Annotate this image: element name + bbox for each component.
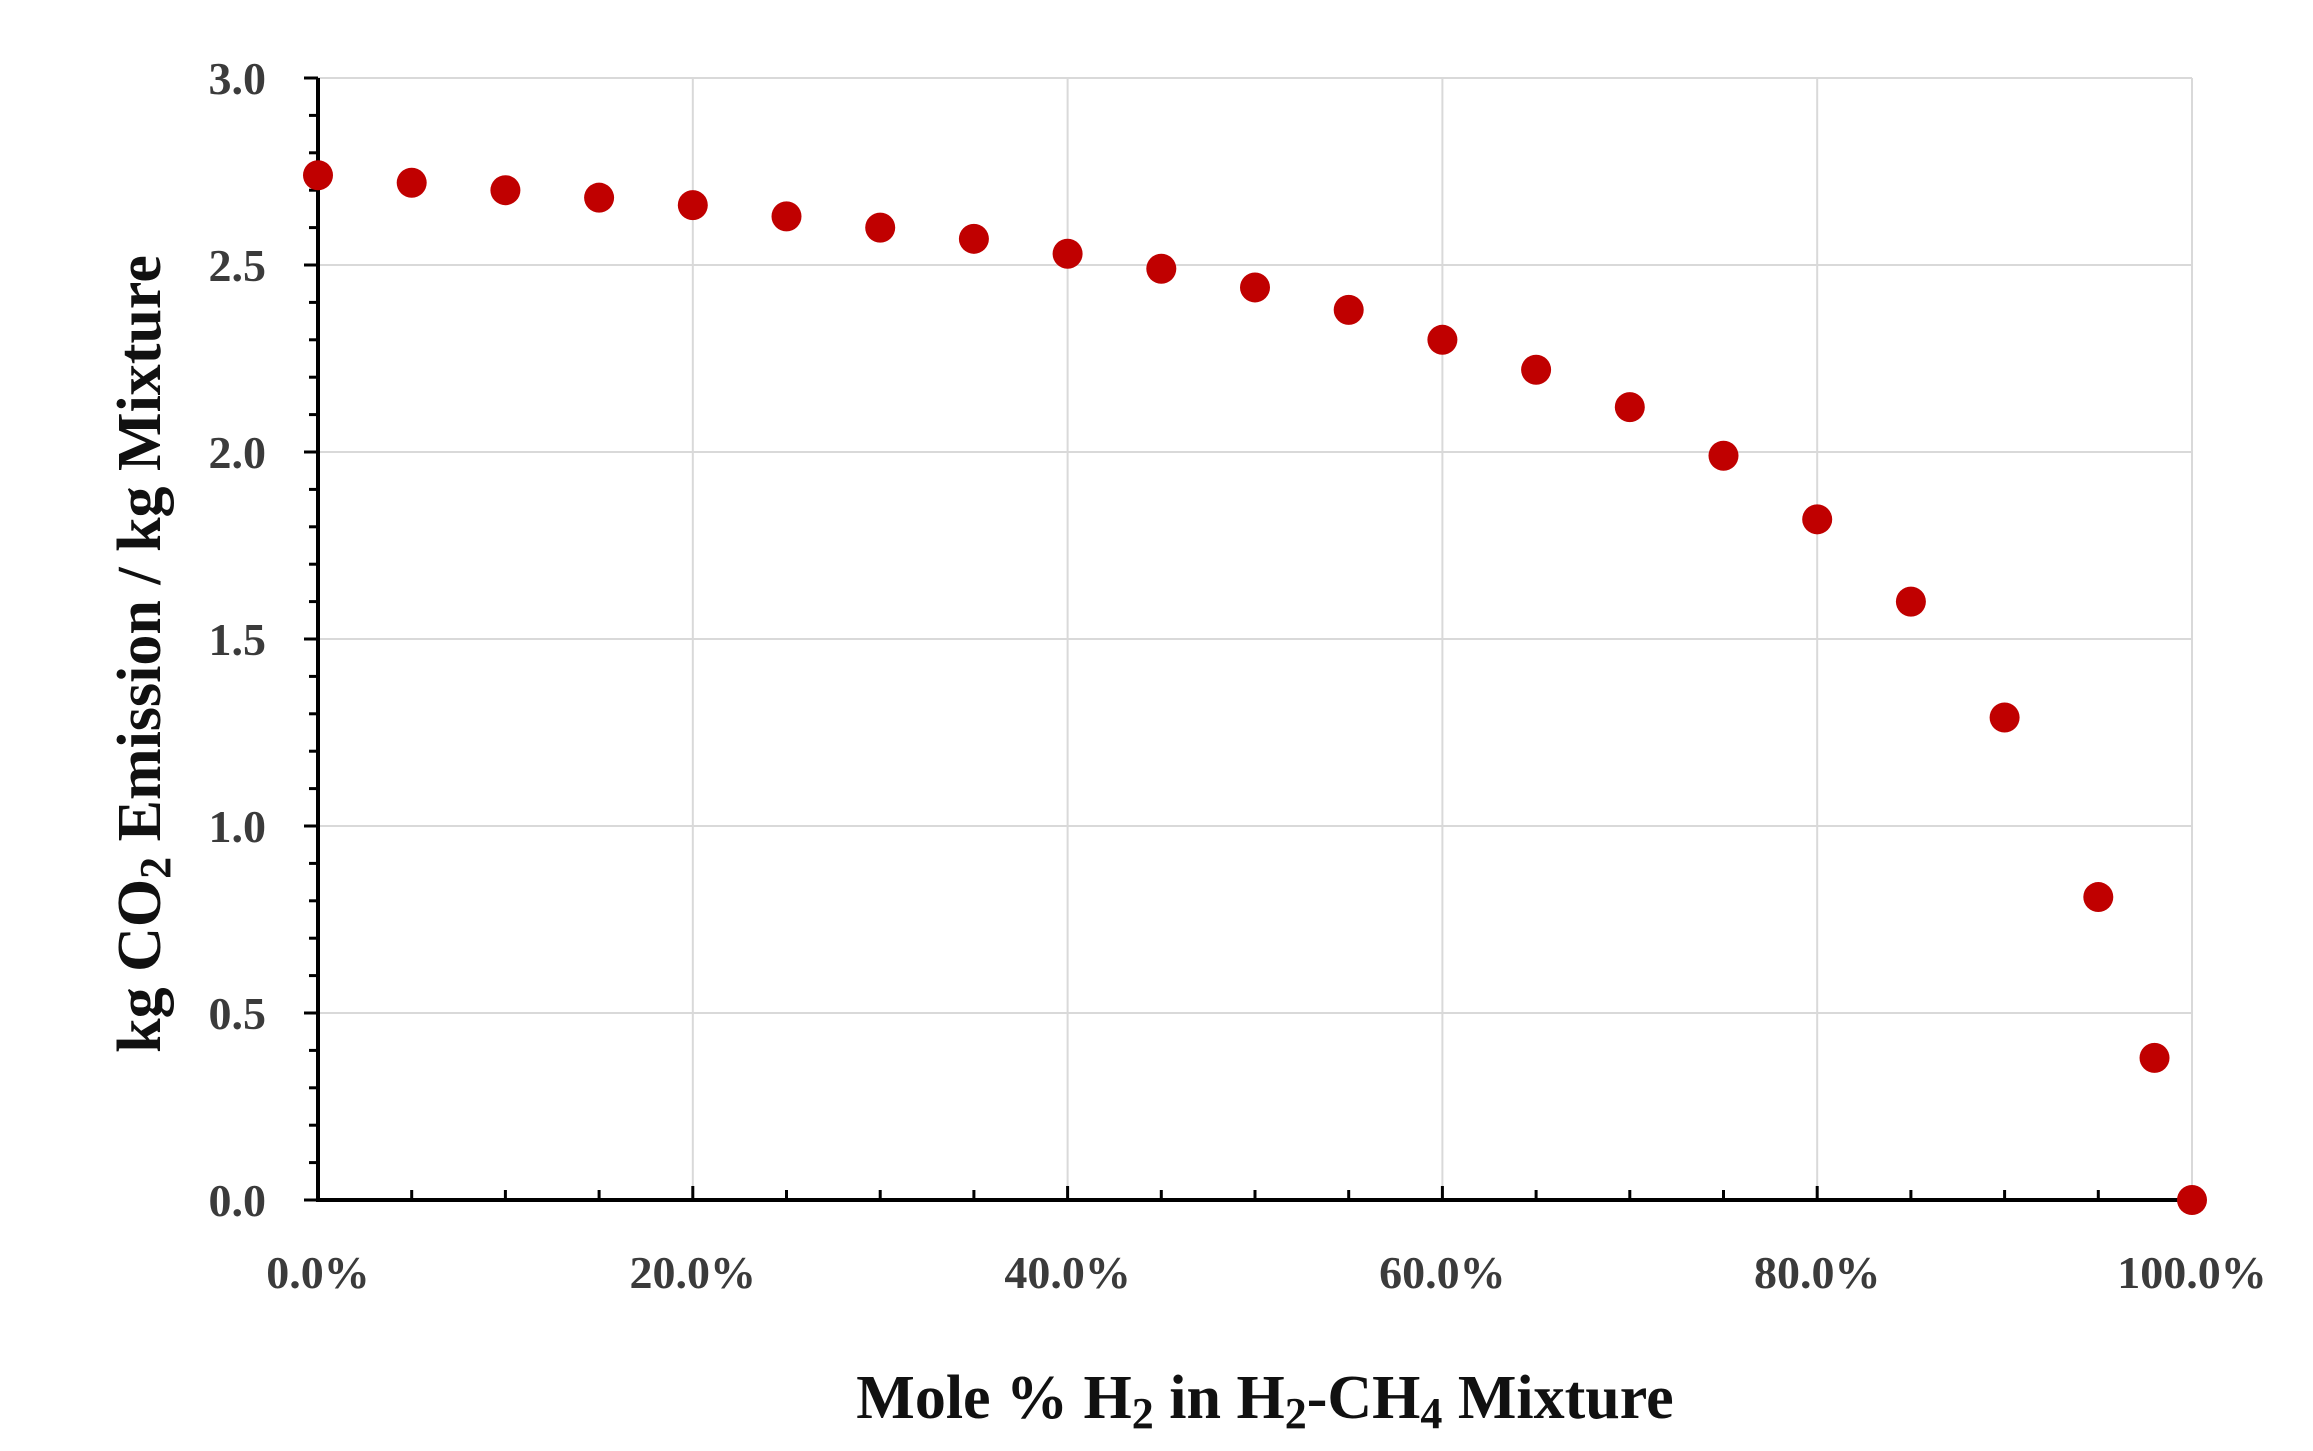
axis-title-subscript: 4 bbox=[1420, 1389, 1442, 1438]
x-axis-title: Mole % H2 in H2-CH4 Mixture bbox=[856, 1364, 1673, 1438]
data-point bbox=[2139, 1042, 2170, 1073]
x-tick-label: 100.0% bbox=[2117, 1247, 2267, 1298]
axis-title-text: Mole % H bbox=[856, 1364, 1132, 1432]
data-point bbox=[865, 212, 896, 243]
data-point bbox=[1333, 294, 1364, 325]
x-tick-label: 20.0% bbox=[630, 1247, 757, 1298]
data-point bbox=[1427, 324, 1458, 355]
y-tick-label: 0.0 bbox=[209, 1175, 267, 1226]
data-point bbox=[396, 167, 427, 198]
data-point bbox=[2083, 882, 2114, 913]
data-point bbox=[771, 201, 802, 232]
x-tick-label: 40.0% bbox=[1004, 1247, 1131, 1298]
axis-title-text: Emission / kg Mixture bbox=[106, 255, 174, 857]
axis-title-text: -CH bbox=[1307, 1364, 1421, 1432]
data-point bbox=[1240, 272, 1270, 303]
axis-title-text: Mixture bbox=[1442, 1364, 1673, 1432]
data-point bbox=[1052, 238, 1083, 269]
y-tick-label: 0.5 bbox=[209, 988, 267, 1039]
data-point bbox=[1989, 702, 2020, 733]
data-point bbox=[490, 175, 521, 206]
data-point bbox=[303, 160, 333, 191]
axis-title-subscript: 2 bbox=[1132, 1389, 1154, 1438]
y-tick-label: 2.0 bbox=[209, 427, 267, 478]
gridlines bbox=[318, 77, 2193, 1200]
data-point bbox=[1521, 354, 1552, 385]
x-tick-label: 0.0% bbox=[266, 1247, 370, 1298]
data-point bbox=[958, 223, 989, 254]
axis-title-subscript: 2 bbox=[1285, 1389, 1307, 1438]
data-point bbox=[1614, 392, 1645, 423]
axis-title-text: kg CO bbox=[106, 879, 174, 1053]
y-tick-label: 1.0 bbox=[209, 801, 267, 852]
data-point bbox=[677, 190, 708, 221]
data-point bbox=[1708, 440, 1739, 471]
tick-labels: 0.0 0.5 1.0 1.5 2.0 2.5 3.0 0.0% 20.0% 40.0% 60.0%… bbox=[209, 53, 2267, 1298]
y-tick-label: 1.5 bbox=[209, 614, 267, 665]
data-point bbox=[2177, 1185, 2207, 1215]
x-tick-label: 60.0% bbox=[1379, 1247, 1506, 1298]
axis-title-subscript: 2 bbox=[131, 857, 180, 879]
data-points bbox=[303, 160, 2207, 1215]
y-tick-label: 3.0 bbox=[209, 53, 267, 104]
data-point bbox=[1802, 504, 1833, 535]
data-point bbox=[584, 182, 615, 213]
axis-title-text: in H bbox=[1154, 1364, 1285, 1432]
tick-marks bbox=[304, 76, 2194, 1202]
data-point bbox=[1146, 253, 1177, 284]
x-tick-label: 80.0% bbox=[1754, 1247, 1881, 1298]
y-tick-label: 2.5 bbox=[209, 240, 267, 291]
y-axis-title: kg CO2 Emission / kg Mixture bbox=[106, 255, 180, 1053]
data-point bbox=[1895, 586, 1926, 617]
